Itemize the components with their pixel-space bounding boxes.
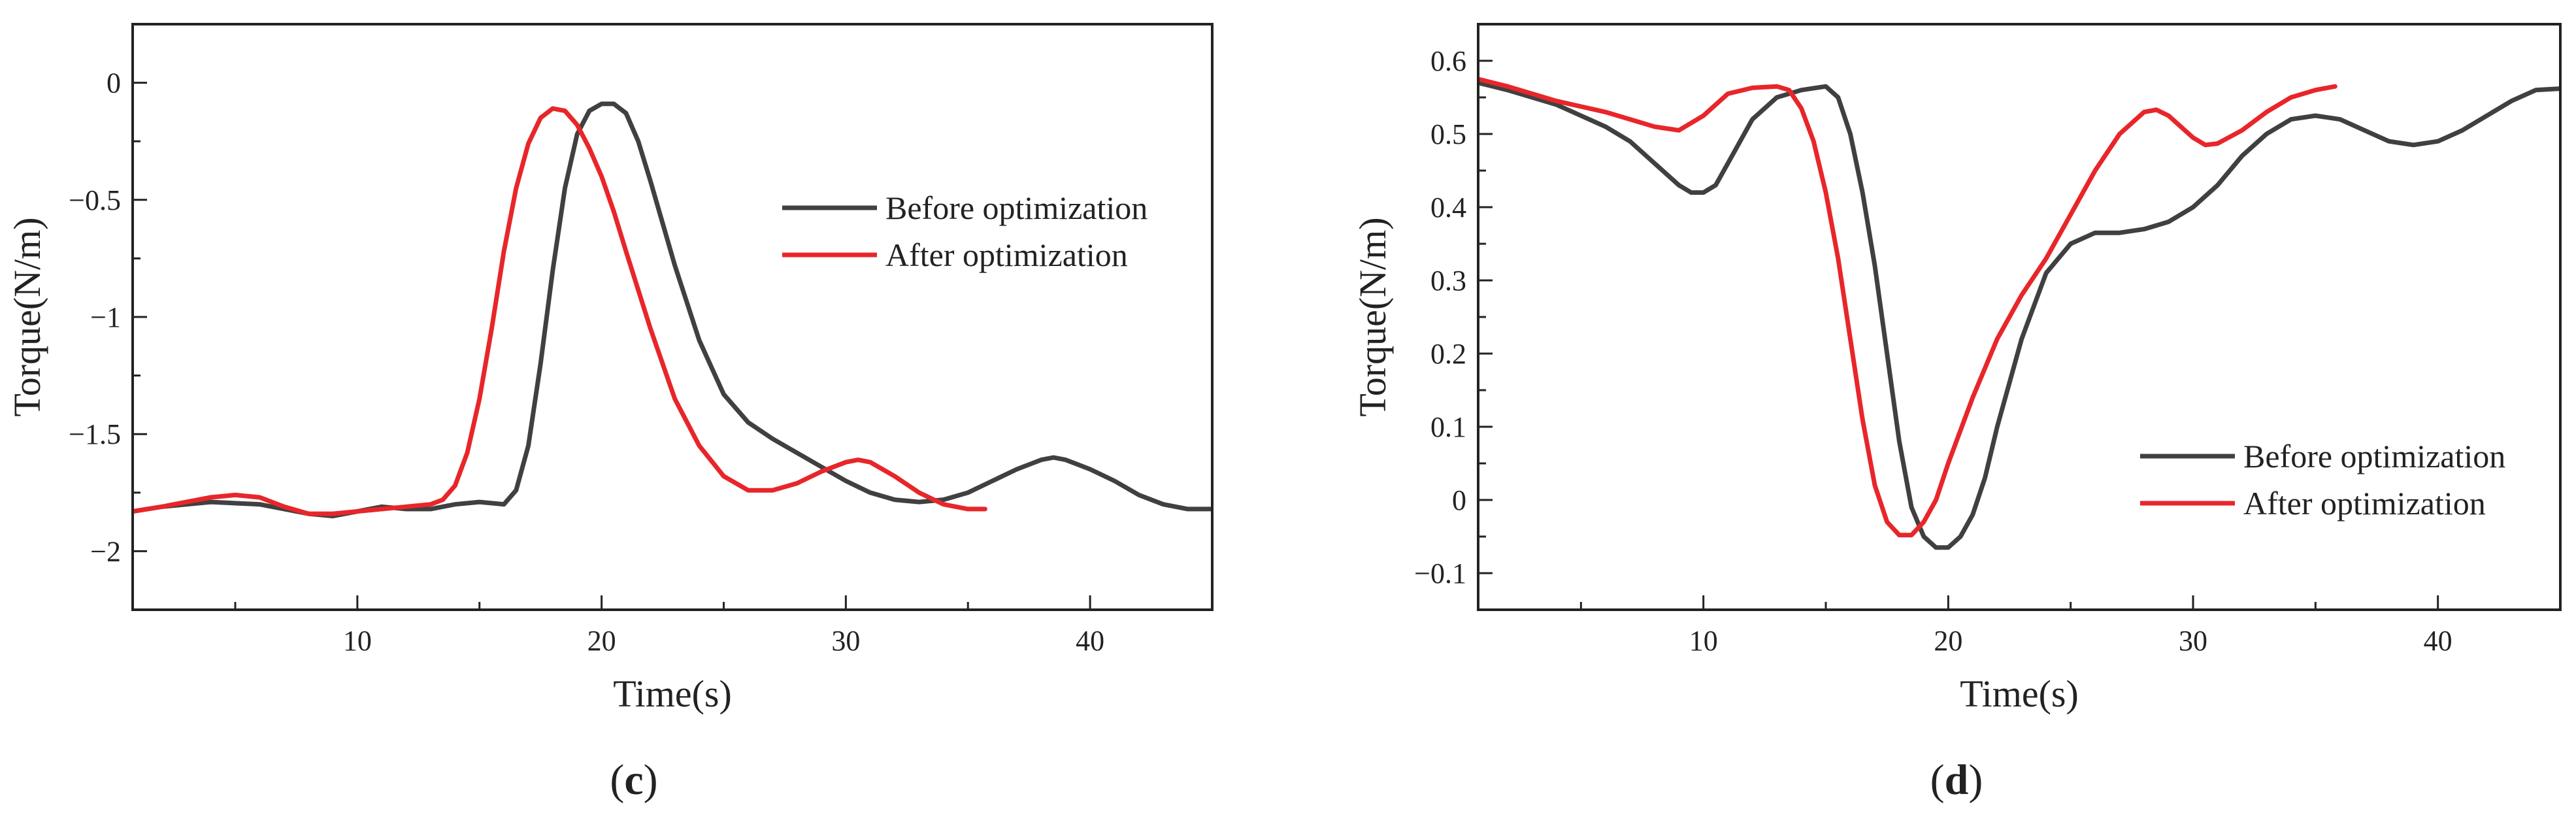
plot-frame bbox=[131, 23, 1214, 611]
x-tick-label: 40 bbox=[1076, 625, 1104, 657]
y-tick-label: 0.3 bbox=[1430, 265, 1466, 297]
y-tick-label: 0.4 bbox=[1430, 191, 1466, 224]
y-tick-label: −0.5 bbox=[69, 184, 121, 216]
x-tick-label: 10 bbox=[1689, 625, 1718, 657]
y-tick-label: 0.6 bbox=[1430, 45, 1466, 77]
y-tick-label: 0.5 bbox=[1430, 118, 1466, 150]
y-tick-label: −0.1 bbox=[1414, 557, 1466, 589]
series-line-after bbox=[133, 106, 987, 516]
y-tick-label: 0.1 bbox=[1430, 411, 1466, 443]
plot-frame bbox=[1477, 23, 2562, 611]
legend-label-after: After optimization bbox=[2243, 485, 2486, 522]
x-tick-label: 30 bbox=[831, 625, 860, 657]
y-axis-title: Torque(N/m) bbox=[6, 217, 48, 416]
chart-panel-c: 10 20 30 40 0 −0.5 −1 −1.5 −2 Before optimization… bbox=[6, 23, 1214, 804]
y-tick-label: −1.5 bbox=[69, 418, 121, 450]
x-tick-label: 40 bbox=[2424, 625, 2452, 657]
y-tick-label: 0.2 bbox=[1430, 338, 1466, 370]
y-axis-title: Torque(N/m) bbox=[1351, 217, 1394, 416]
x-axis-title: Time(s) bbox=[613, 672, 732, 715]
x-axis-title: Time(s) bbox=[1960, 672, 2079, 715]
y-tick-label: 0 bbox=[1452, 484, 1466, 516]
legend-label-after: After optimization bbox=[885, 237, 1128, 273]
series-line-before bbox=[133, 101, 1212, 519]
panel-label-c: (c) bbox=[610, 756, 657, 804]
y-tick-label: 0 bbox=[107, 67, 121, 99]
y-tick-label: −2 bbox=[90, 535, 121, 567]
x-tick-label: 20 bbox=[1934, 625, 1962, 657]
legend-label-before: Before optimization bbox=[885, 190, 1148, 226]
y-tick-label: −1 bbox=[90, 301, 121, 333]
x-tick-label: 30 bbox=[2179, 625, 2207, 657]
x-tick-label: 20 bbox=[587, 625, 616, 657]
panel-label-d: (d) bbox=[1930, 756, 1983, 804]
series-line-after bbox=[1478, 76, 2337, 538]
x-tick-label: 10 bbox=[343, 625, 372, 657]
series-line-before bbox=[1478, 80, 2560, 550]
legend-label-before: Before optimization bbox=[2243, 438, 2505, 474]
chart-panel-d: 10 20 30 40 0.6 0.5 0.4 0.3 0.2 0.1 0 −0.1 Before op… bbox=[1351, 23, 2562, 804]
